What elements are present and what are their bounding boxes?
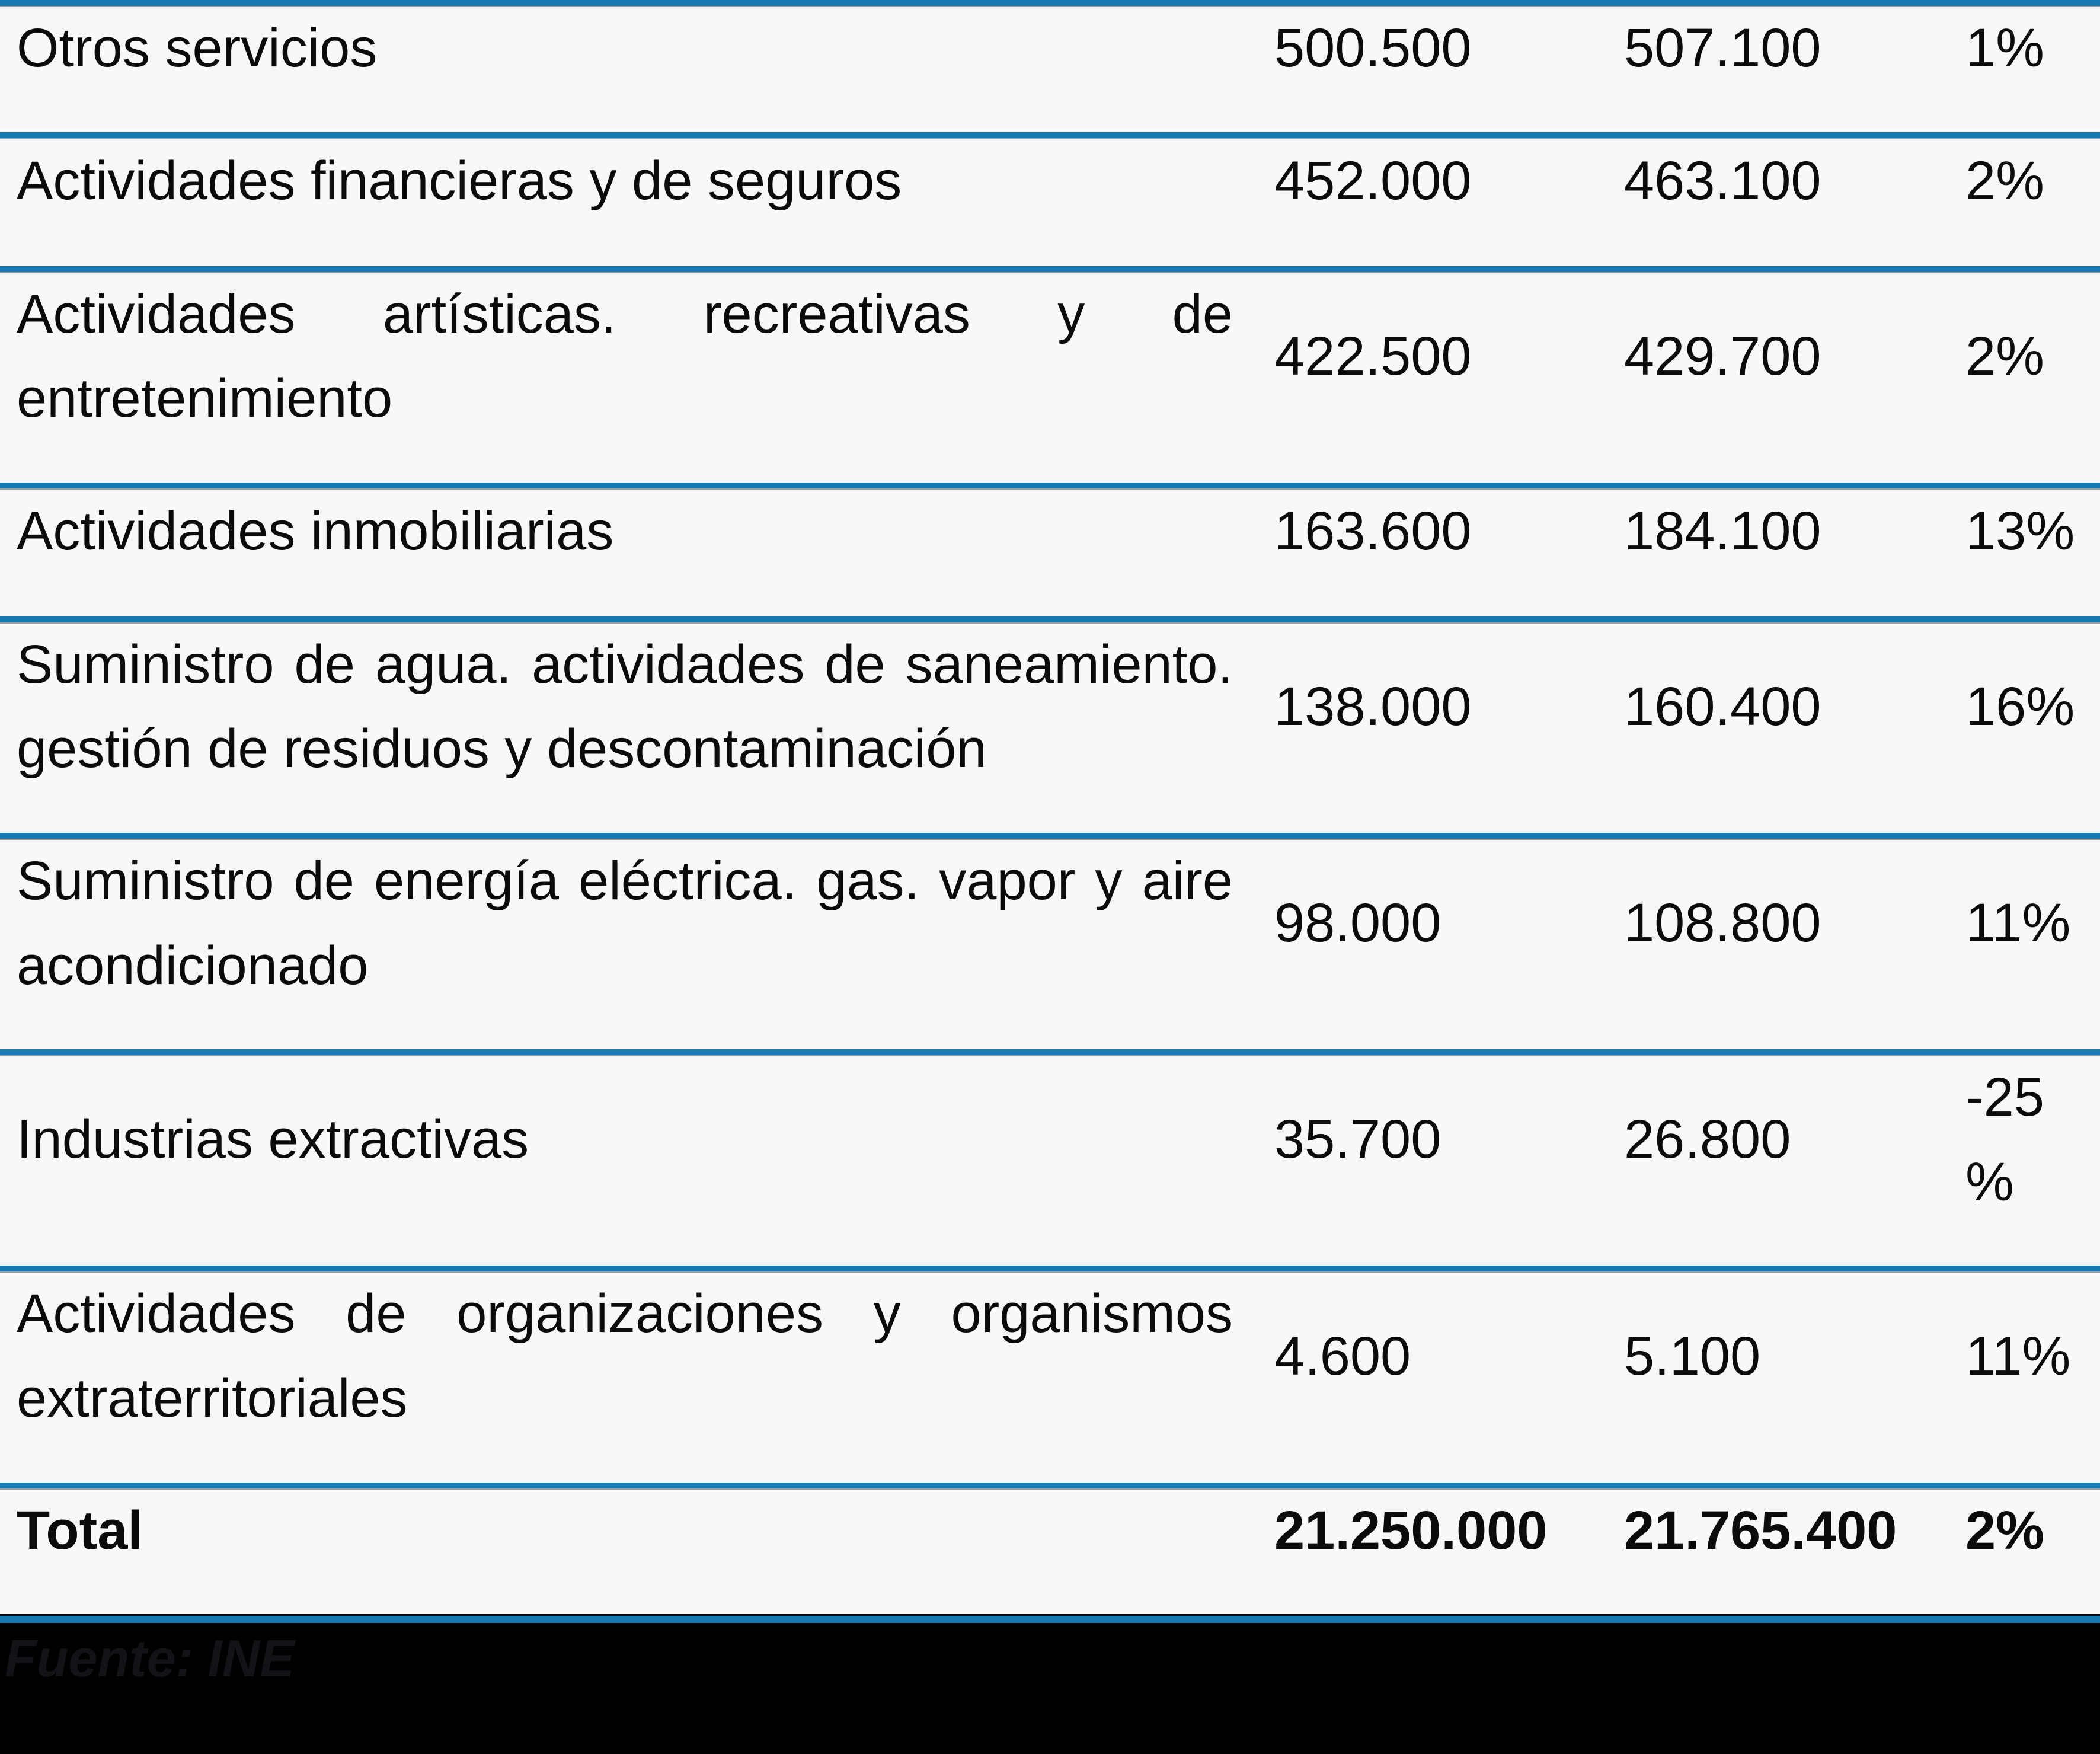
value-b-cell: 463.100 <box>1624 151 1821 212</box>
table-row: Actividades inmobiliarias 163.600 184.100 1… <box>0 482 2100 616</box>
table-row: Actividades financieras y de seguros 452.… <box>0 132 2100 266</box>
total-row: Total 21.250.000 21.765.400 2% <box>0 1482 2100 1615</box>
change-pct-cell: 16% <box>1965 676 2075 737</box>
table-bottom-border <box>0 1616 2100 1624</box>
sector-label: Otros servicios <box>17 18 378 78</box>
value-b-cell: 184.100 <box>1624 501 1821 562</box>
sector-label: Suministro de energía eléctrica. gas. va… <box>17 850 1233 996</box>
value-a-cell: 452.000 <box>1274 151 1472 212</box>
value-b-cell: 26.800 <box>1624 1109 1791 1170</box>
sector-label: Actividades financieras y de seguros <box>17 151 902 212</box>
table-row: Suministro de energía eléctrica. gas. va… <box>0 832 2100 1049</box>
sector-label: Actividades inmobiliarias <box>17 501 614 562</box>
change-pct-cell: 2% <box>1965 151 2044 212</box>
value-b-cell: 5.100 <box>1624 1325 1761 1386</box>
sector-label: Actividades de organizaciones y organism… <box>17 1283 1233 1429</box>
value-b-cell: 429.700 <box>1624 325 1821 386</box>
change-pct-cell: 1% <box>1965 18 2044 78</box>
sector-label: Industrias extractivas <box>17 1109 529 1170</box>
table-row: Actividades de organizaciones y organism… <box>0 1266 2100 1482</box>
change-pct-cell: 11% <box>1965 893 2071 954</box>
value-a-cell: 500.500 <box>1274 18 1472 78</box>
sector-table: Otros servicios 500.500 507.100 1% Actividad… <box>0 0 2100 1616</box>
footer-bar: Fuente: INE <box>0 1623 2100 1754</box>
sector-label: Total <box>17 1500 143 1561</box>
value-a-cell: 21.250.000 <box>1274 1500 1548 1561</box>
value-b-cell: 160.400 <box>1624 676 1821 737</box>
value-b-cell: 21.765.400 <box>1624 1500 1897 1561</box>
table-row: Otros servicios 500.500 507.100 1% <box>0 0 2100 132</box>
change-pct-cell: -25% <box>1965 1067 2044 1212</box>
sector-label: Actividades artísticas. recreativas y de… <box>17 283 1233 429</box>
value-a-cell: 4.600 <box>1274 1325 1411 1386</box>
value-b-cell: 507.100 <box>1624 18 1821 78</box>
value-a-cell: 163.600 <box>1274 501 1472 562</box>
change-pct-cell: 2% <box>1965 1500 2044 1561</box>
sector-label: Suministro de agua. actividades de sanea… <box>17 634 1233 779</box>
change-pct-cell: 13% <box>1965 501 2075 562</box>
table-row: Suministro de agua. actividades de sanea… <box>0 616 2100 833</box>
value-a-cell: 138.000 <box>1274 676 1472 737</box>
value-b-cell: 108.800 <box>1624 893 1821 954</box>
table-row: Actividades artísticas. recreativas y de… <box>0 266 2100 483</box>
value-a-cell: 35.700 <box>1274 1109 1441 1170</box>
source-note: Fuente: INE <box>5 1629 295 1688</box>
value-a-cell: 422.500 <box>1274 325 1472 386</box>
change-pct-cell: 2% <box>1965 325 2044 386</box>
change-pct-cell: 11% <box>1965 1325 2071 1386</box>
table-row: Industrias extractivas 35.700 26.800 -25% <box>0 1049 2100 1266</box>
value-a-cell: 98.000 <box>1274 893 1441 954</box>
